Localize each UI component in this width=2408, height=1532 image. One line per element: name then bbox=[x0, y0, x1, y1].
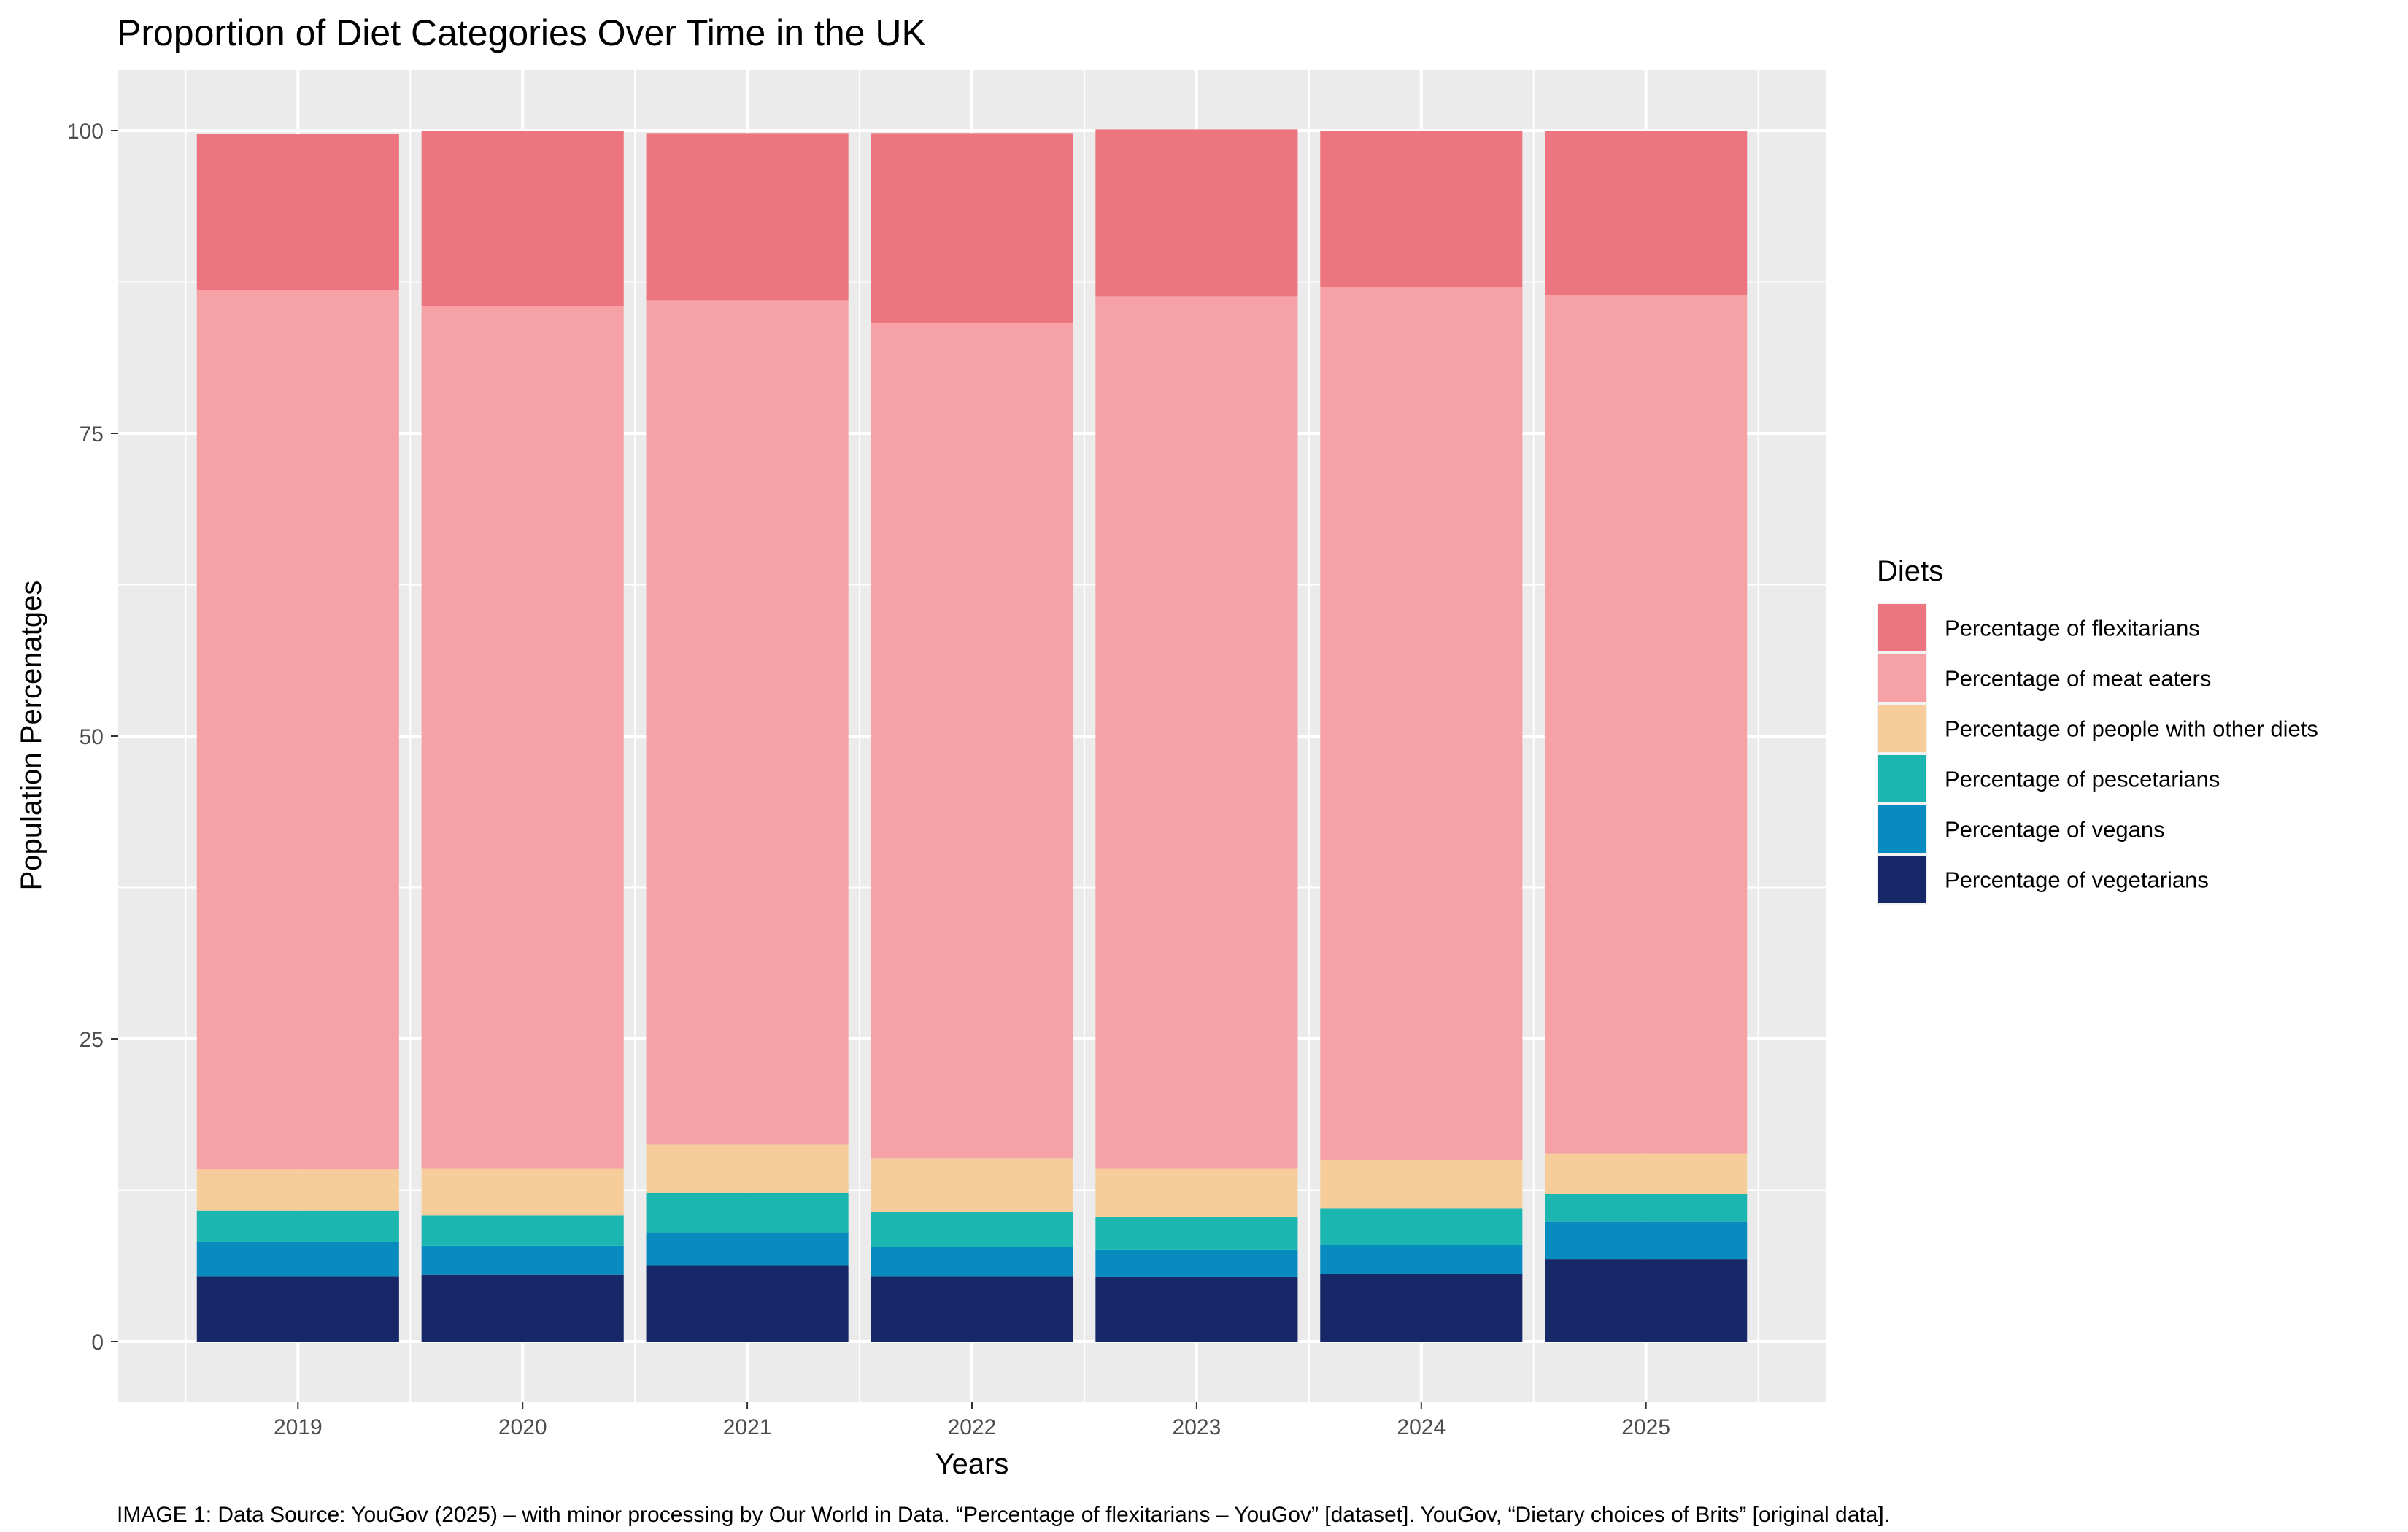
bar-segment-2019-4 bbox=[196, 290, 399, 1170]
legend: Diets Percentage of flexitarians Percenta… bbox=[1877, 555, 2318, 905]
bar-segment-2020-4 bbox=[421, 306, 624, 1169]
bar-segment-2023-3 bbox=[1095, 1168, 1298, 1218]
legend-label: Percentage of flexitarians bbox=[1945, 616, 2200, 641]
legend-swatch bbox=[1878, 654, 1926, 702]
bar-segment-2024-2 bbox=[1320, 1208, 1523, 1245]
y-tick-label: 0 bbox=[91, 1331, 104, 1355]
legend-label: Percentage of pescetarians bbox=[1945, 767, 2220, 792]
bar-segment-2019-5 bbox=[196, 134, 399, 291]
bar-segment-2019-3 bbox=[196, 1169, 399, 1211]
bar-segment-2019-0 bbox=[196, 1276, 399, 1342]
x-tick-label: 2024 bbox=[1397, 1415, 1446, 1439]
bar-segment-2022-1 bbox=[871, 1247, 1073, 1277]
legend-label: Percentage of vegetarians bbox=[1945, 867, 2209, 893]
x-axis-title: Years bbox=[935, 1448, 1009, 1480]
legend-swatch bbox=[1878, 856, 1926, 903]
bar-segment-2025-3 bbox=[1545, 1153, 1748, 1194]
y-tick-label: 50 bbox=[80, 725, 104, 749]
y-tick-label: 100 bbox=[67, 120, 104, 144]
bar-segment-2020-3 bbox=[421, 1168, 624, 1216]
x-tick-label: 2019 bbox=[274, 1415, 323, 1439]
bar-segment-2024-3 bbox=[1320, 1160, 1523, 1209]
bar-stacks bbox=[196, 129, 1748, 1342]
y-axis-ticks: 0 25 50 75 100 bbox=[67, 120, 118, 1355]
y-tick-label: 25 bbox=[80, 1028, 104, 1052]
legend-label: Percentage of people with other diets bbox=[1945, 716, 2318, 742]
legend-swatch bbox=[1878, 604, 1926, 651]
x-tick-label: 2021 bbox=[723, 1415, 772, 1439]
bar-segment-2024-4 bbox=[1320, 287, 1523, 1160]
chart-title: Proportion of Diet Categories Over Time … bbox=[117, 12, 926, 53]
legend-title: Diets bbox=[1877, 555, 1943, 587]
bar-segment-2020-1 bbox=[421, 1245, 624, 1275]
bar-segment-2025-2 bbox=[1545, 1194, 1748, 1222]
bar-segment-2023-0 bbox=[1095, 1277, 1298, 1342]
bar-segment-2022-2 bbox=[871, 1212, 1073, 1247]
bar-segment-2022-0 bbox=[871, 1276, 1073, 1342]
legend-label: Percentage of vegans bbox=[1945, 817, 2165, 843]
bar-segment-2025-4 bbox=[1545, 295, 1748, 1154]
bar-segment-2019-2 bbox=[196, 1210, 399, 1242]
bar-segment-2021-4 bbox=[646, 300, 849, 1145]
bar-segment-2021-1 bbox=[646, 1232, 849, 1266]
y-axis-title: Population Percenatges bbox=[15, 581, 47, 891]
bar-segment-2024-1 bbox=[1320, 1245, 1523, 1274]
bar-segment-2020-2 bbox=[421, 1215, 624, 1246]
bar-segment-2023-4 bbox=[1095, 296, 1298, 1169]
legend-label: Percentage of meat eaters bbox=[1945, 666, 2211, 692]
bar-segment-2024-0 bbox=[1320, 1274, 1523, 1342]
bar-segment-2019-1 bbox=[196, 1242, 399, 1277]
legend-swatch bbox=[1878, 755, 1926, 802]
bar-segment-2025-0 bbox=[1545, 1259, 1748, 1342]
caption: IMAGE 1: Data Source: YouGov (2025) – wi… bbox=[117, 1503, 1890, 1527]
bar-segment-2021-0 bbox=[646, 1265, 849, 1342]
bar-segment-2020-0 bbox=[421, 1274, 624, 1342]
bar-segment-2021-3 bbox=[646, 1144, 849, 1193]
bar-segment-2020-5 bbox=[421, 131, 624, 306]
y-tick-label: 75 bbox=[80, 422, 104, 446]
bar-segment-2023-2 bbox=[1095, 1217, 1298, 1250]
bar-segment-2022-5 bbox=[871, 133, 1073, 323]
x-tick-label: 2023 bbox=[1173, 1415, 1222, 1439]
bar-segment-2023-1 bbox=[1095, 1249, 1298, 1278]
bar-segment-2022-4 bbox=[871, 322, 1073, 1159]
legend-swatch bbox=[1878, 805, 1926, 853]
bar-segment-2021-5 bbox=[646, 133, 849, 301]
x-tick-label: 2025 bbox=[1621, 1415, 1670, 1439]
legend-swatch bbox=[1878, 705, 1926, 752]
bar-segment-2024-5 bbox=[1320, 131, 1523, 287]
bar-segment-2021-2 bbox=[646, 1192, 849, 1233]
bar-segment-2022-3 bbox=[871, 1158, 1073, 1212]
x-axis-ticks: 2019 2020 2021 2022 2023 2024 2025 bbox=[274, 1402, 1670, 1439]
x-tick-label: 2020 bbox=[498, 1415, 547, 1439]
x-tick-label: 2022 bbox=[948, 1415, 997, 1439]
bar-segment-2025-1 bbox=[1545, 1221, 1748, 1260]
bar-segment-2023-5 bbox=[1095, 129, 1298, 297]
bar-segment-2025-5 bbox=[1545, 131, 1748, 295]
